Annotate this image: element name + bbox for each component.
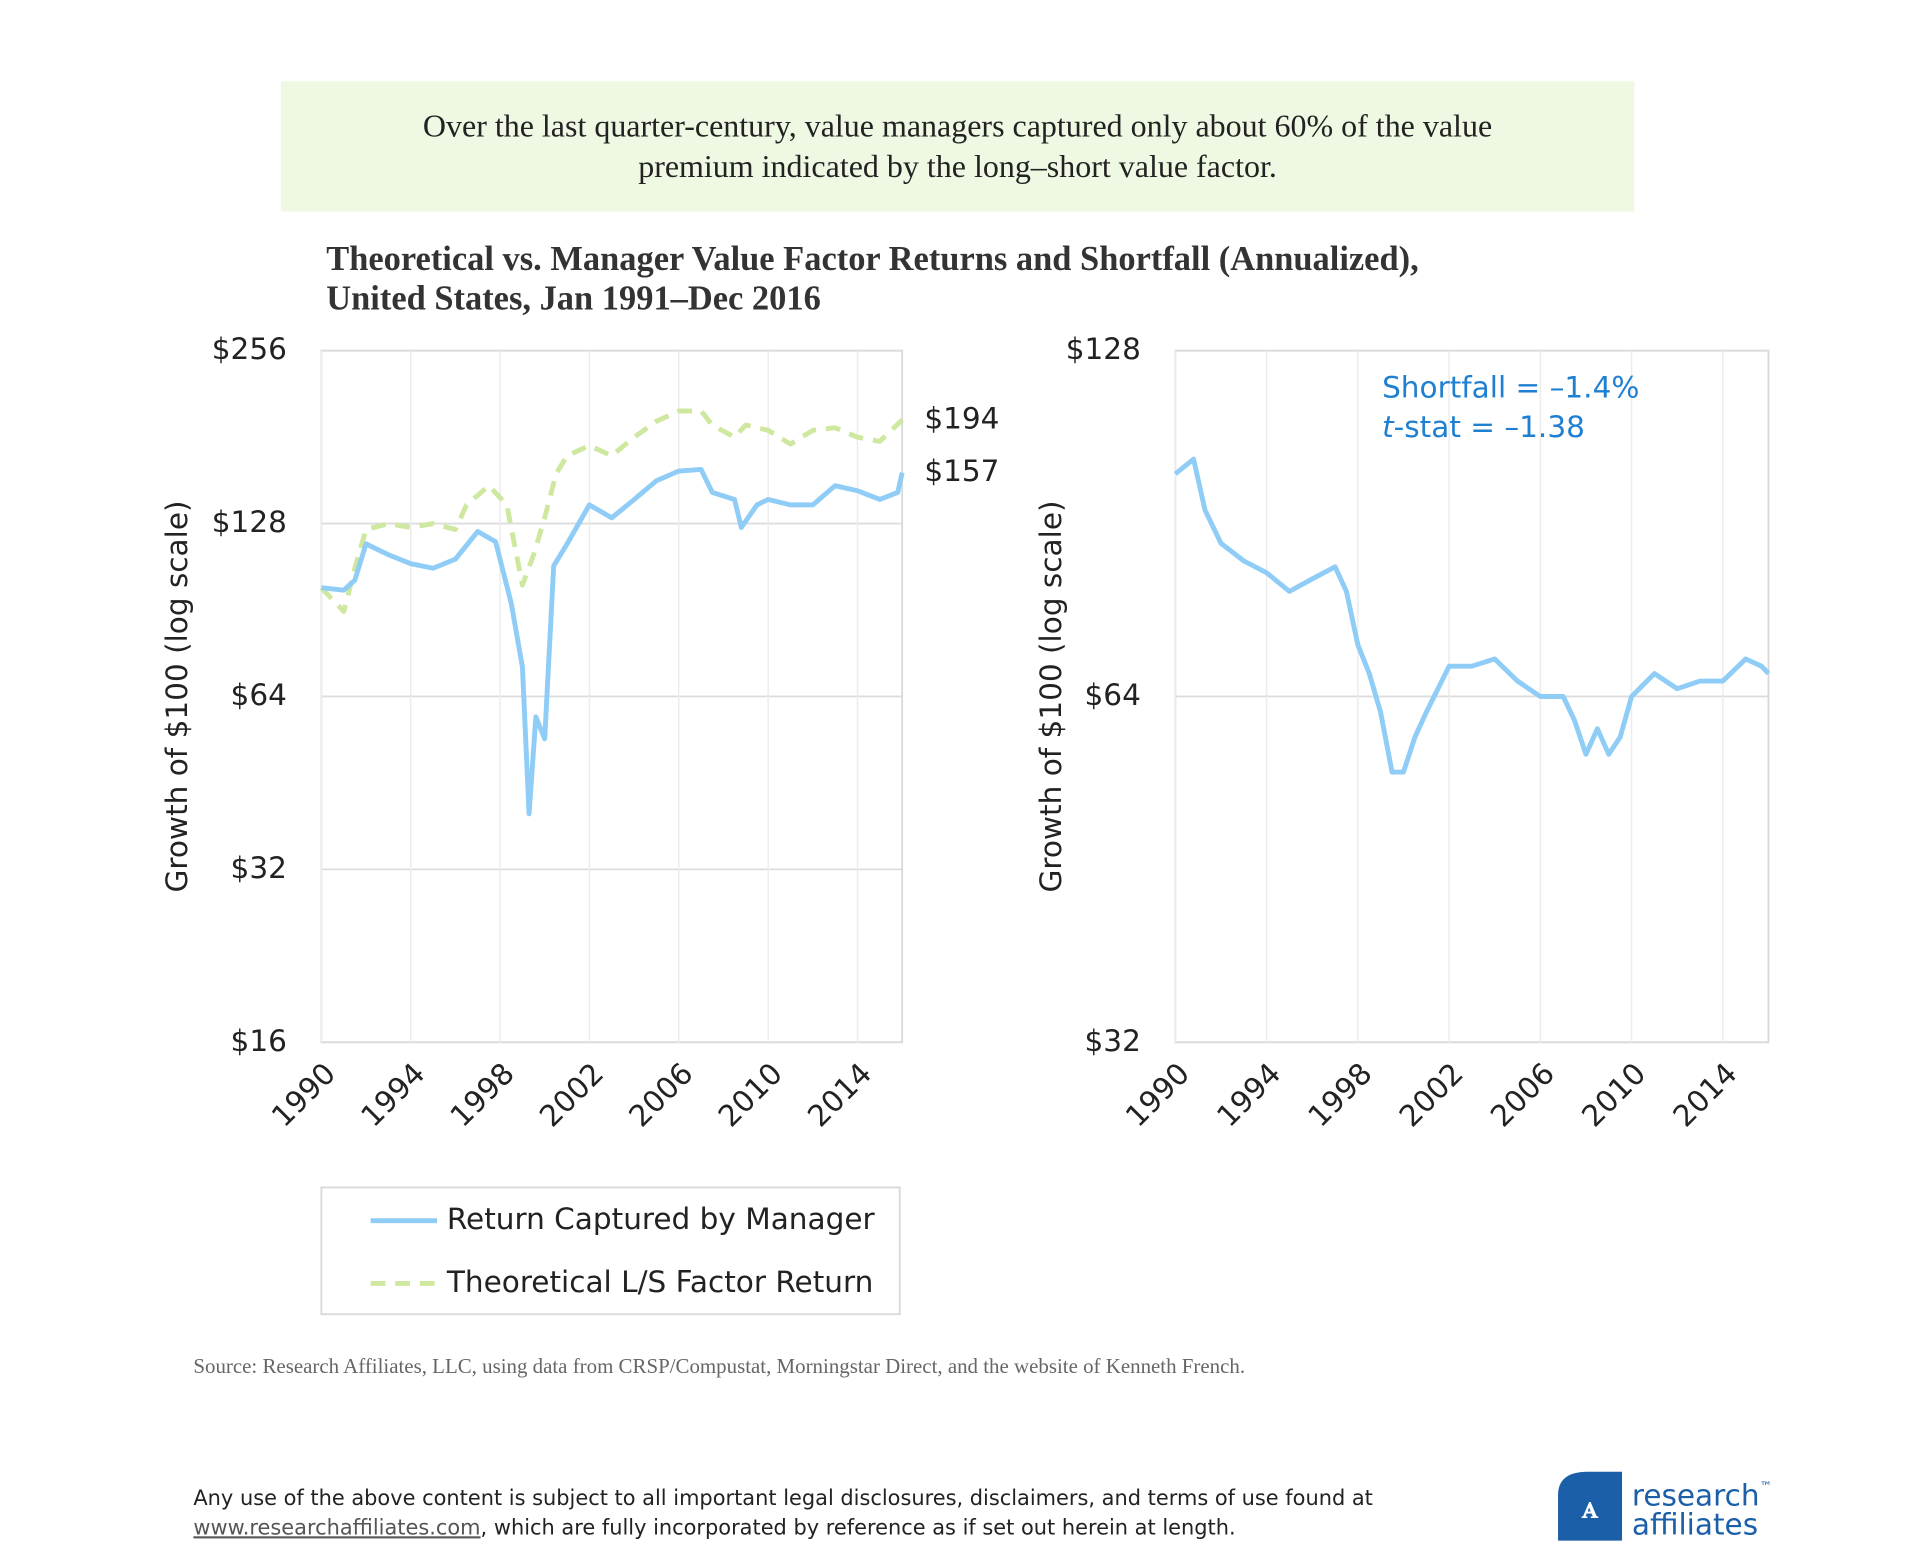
- y-tick-label: $16: [231, 1024, 287, 1058]
- legend-box: [320, 1186, 901, 1316]
- x-tick-label: 2010: [712, 1056, 789, 1133]
- x-tick-label: 2002: [1393, 1056, 1470, 1133]
- footer-link[interactable]: www.researchaffiliates.com: [193, 1515, 480, 1539]
- x-tick-label: 1994: [1210, 1056, 1287, 1133]
- legend-label: Return Captured by Manager: [447, 1202, 876, 1236]
- x-tick-label: 1990: [265, 1056, 342, 1133]
- callout-text: premium indicated by the long–short valu…: [638, 148, 1277, 184]
- callout-text: Over the last quarter-century, value man…: [423, 108, 1492, 144]
- y-axis-label: Growth of $100 (log scale): [160, 500, 194, 892]
- x-tick-label: 1994: [354, 1056, 431, 1133]
- y-tick-label: $64: [231, 678, 287, 712]
- annotation: t-stat = –1.38: [1382, 410, 1585, 444]
- series-line: [1173, 456, 1771, 775]
- y-tick-label: $32: [1085, 1024, 1141, 1058]
- annotation: -stat = –1.38: [1394, 410, 1585, 444]
- annotation: Shortfall = –1.4%: [1382, 370, 1639, 404]
- x-tick-label: 2010: [1575, 1056, 1652, 1133]
- legend-label: Theoretical L/S Factor Return: [446, 1265, 873, 1299]
- logo-text: research: [1632, 1478, 1760, 1512]
- logo-mark: [1558, 1471, 1623, 1541]
- y-tick-label: $64: [1085, 678, 1141, 712]
- annotation-italic: t: [1382, 410, 1395, 444]
- series-line: [319, 408, 904, 614]
- x-tick-label: 2002: [533, 1056, 610, 1133]
- x-tick-label: 1998: [1301, 1056, 1378, 1133]
- x-tick-label: 2006: [622, 1056, 699, 1133]
- value-label: $194: [924, 401, 999, 435]
- logo-text: research™: [1632, 1478, 1772, 1512]
- y-tick-label: $128: [1066, 332, 1141, 366]
- x-tick-label: 2014: [1666, 1056, 1743, 1133]
- source: Source: Research Affiliates, LLC, using …: [193, 1354, 1245, 1378]
- logo-glyph: ꭺ: [1581, 1488, 1599, 1526]
- x-tick-label: 2014: [801, 1056, 878, 1133]
- value-label: $157: [924, 454, 999, 488]
- x-tick-label: 1990: [1119, 1056, 1196, 1133]
- y-tick-label: $256: [212, 332, 287, 366]
- logo-text: affiliates: [1632, 1507, 1758, 1541]
- callout-box: [280, 81, 1635, 212]
- y-tick-label: $32: [231, 851, 287, 885]
- logo: ꭺ research™ affiliates: [1558, 1471, 1772, 1541]
- y-axis-label: Growth of $100 (log scale): [1034, 500, 1068, 892]
- logo-tm: ™: [1760, 1479, 1772, 1493]
- footer-text: , which are fully incorporated by refere…: [481, 1515, 1236, 1539]
- footer-text: www.researchaffiliates.com, which are fu…: [193, 1515, 1235, 1539]
- y-tick-label: $128: [212, 505, 287, 539]
- x-tick-label: 2006: [1484, 1056, 1561, 1133]
- chart-title: United States, Jan 1991–Dec 2016: [326, 279, 821, 317]
- x-tick-label: 1998: [444, 1056, 521, 1133]
- series-line: [321, 466, 905, 817]
- chart-title: Theoretical vs. Manager Value Factor Ret…: [326, 240, 1418, 278]
- footer-text: Any use of the above content is subject …: [193, 1486, 1372, 1510]
